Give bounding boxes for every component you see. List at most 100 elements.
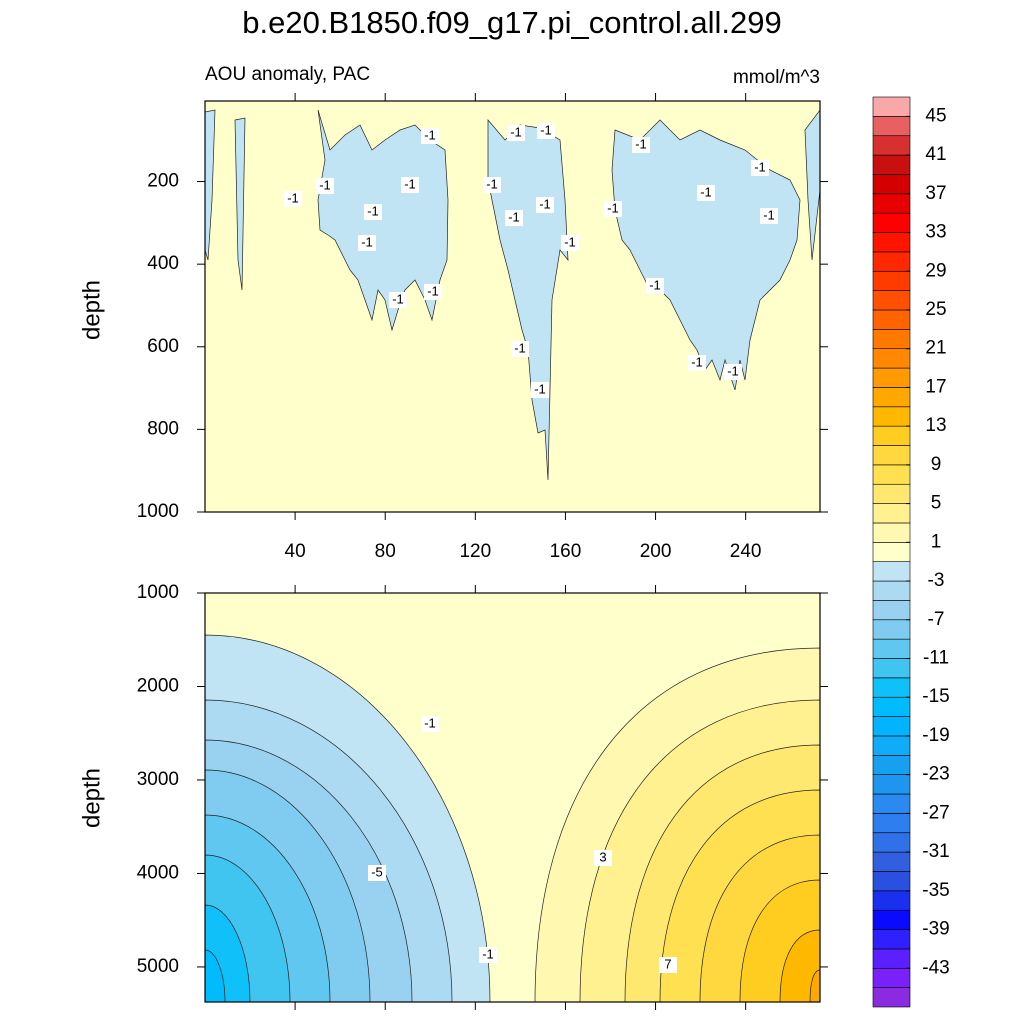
contour-label-box [760, 208, 778, 224]
contour-label-box [389, 292, 407, 308]
colorbar-label: -19 [922, 725, 949, 746]
contour-label-box [751, 160, 769, 176]
units: mmol/m^3 [733, 67, 820, 88]
colorbar-label: -31 [922, 841, 949, 862]
contour-region [779, 929, 821, 1003]
colorbar-label: 25 [925, 299, 946, 320]
colorbar-box [872, 929, 911, 950]
colorbar-box [872, 967, 911, 988]
colorbar-box [872, 503, 911, 524]
colorbar-box [872, 212, 911, 233]
region [317, 109, 449, 332]
colorbar-box [872, 348, 911, 369]
contour-label-box [505, 210, 523, 226]
contour-label-box [316, 178, 334, 194]
colorbar-label: 21 [925, 338, 946, 359]
contour-label: -1 [486, 176, 498, 191]
colorbar-box [872, 232, 911, 253]
contour-label: -1 [361, 234, 373, 249]
colorbar-box [872, 600, 911, 621]
colorbar-label: -39 [922, 919, 949, 940]
colorbar-box [872, 367, 911, 388]
contour-label: -1 [727, 363, 739, 378]
contour-label: 7 [664, 956, 671, 971]
plot-frame [204, 592, 821, 1003]
contour-label-box [604, 201, 622, 217]
x-tick-label: 200 [640, 541, 672, 562]
region [234, 117, 246, 291]
contour-label-box [632, 137, 650, 153]
colorbar-label: -3 [928, 570, 945, 591]
contour-label-box [561, 235, 579, 251]
colorbar-label: -11 [923, 648, 949, 669]
contour-label: -1 [367, 203, 379, 218]
contour-region [204, 949, 226, 1003]
contour-label: -1 [754, 159, 766, 174]
colorbar-label: 29 [925, 260, 946, 281]
contour-label: -1 [534, 381, 546, 396]
contour-label: -1 [392, 291, 404, 306]
colorbar-label: 37 [925, 183, 946, 204]
y-tick-label: 1000 [137, 501, 179, 522]
colorbar-box [872, 580, 911, 601]
contour-label-box [479, 947, 497, 963]
y-tick-label: 4000 [137, 862, 179, 883]
contour-label: -1 [540, 122, 552, 137]
colorbar-box [872, 116, 911, 137]
colorbar-box [872, 406, 911, 427]
bottom-panel-field [204, 593, 821, 1003]
contour-label-box [358, 235, 376, 251]
contour-label: -1 [427, 283, 439, 298]
y-tick-label: 3000 [137, 769, 179, 790]
colorbar-box [872, 135, 911, 156]
x-tick-label: 160 [550, 541, 582, 562]
colorbar-box [872, 696, 911, 717]
contour-label-box [401, 177, 419, 193]
contour-label-box [483, 177, 501, 193]
colorbar-box [872, 309, 911, 330]
contour-label: -1 [514, 340, 526, 355]
colorbar-label: 45 [925, 105, 946, 126]
colorbar-box [872, 774, 911, 795]
contour-label: -1 [287, 190, 299, 205]
colorbar-label: 1 [931, 531, 942, 552]
contour-label: -1 [700, 184, 712, 199]
axes: -1 -1 -1 -1 -1 -1 -1 -1 -1 -1 -1 -1 -1 -1 -1 -1 -1 -1 -1 -1… [137, 93, 950, 1010]
colorbar-box [872, 445, 911, 466]
region [804, 108, 821, 261]
y-tick-label: 1000 [137, 582, 179, 603]
colorbar-box [872, 464, 911, 485]
y-tick-label: 800 [147, 418, 179, 439]
contour-label: 3 [599, 849, 606, 864]
colorbar-box [872, 329, 911, 350]
contour-label-box [364, 204, 382, 220]
y-tick-label: 5000 [137, 956, 179, 977]
colorbar-box [872, 677, 911, 698]
contour-label: -1 [424, 127, 436, 142]
colorbar-box [872, 561, 911, 582]
colorbar-box [872, 174, 911, 195]
y-tick-label: 600 [147, 336, 179, 357]
colorbar-box [872, 871, 911, 892]
colorbar-label: 9 [931, 454, 942, 475]
contour-label: -1 [319, 177, 331, 192]
y-tick-label: 200 [147, 171, 179, 192]
colorbar-box [872, 193, 911, 214]
contour-label-box [659, 957, 677, 973]
contour-label-box [421, 128, 439, 144]
contour-label: -1 [404, 176, 416, 191]
top-panel-field [204, 101, 821, 512]
contour-label-box [688, 355, 706, 371]
colorbar-label: -43 [922, 957, 949, 978]
colorbar-box [872, 542, 911, 562]
contour-label-box [646, 278, 664, 294]
colorbar-box [872, 638, 911, 659]
colorbar-box [872, 890, 911, 911]
y-tick-label: 2000 [137, 676, 179, 697]
colorbar-box [872, 832, 911, 853]
chart-title: b.e20.B1850.f09_g17.pi_control.all.299 [242, 5, 782, 40]
contour-label: -1 [424, 715, 436, 730]
colorbar-box [872, 793, 911, 814]
x-tick-label: 240 [730, 541, 762, 562]
